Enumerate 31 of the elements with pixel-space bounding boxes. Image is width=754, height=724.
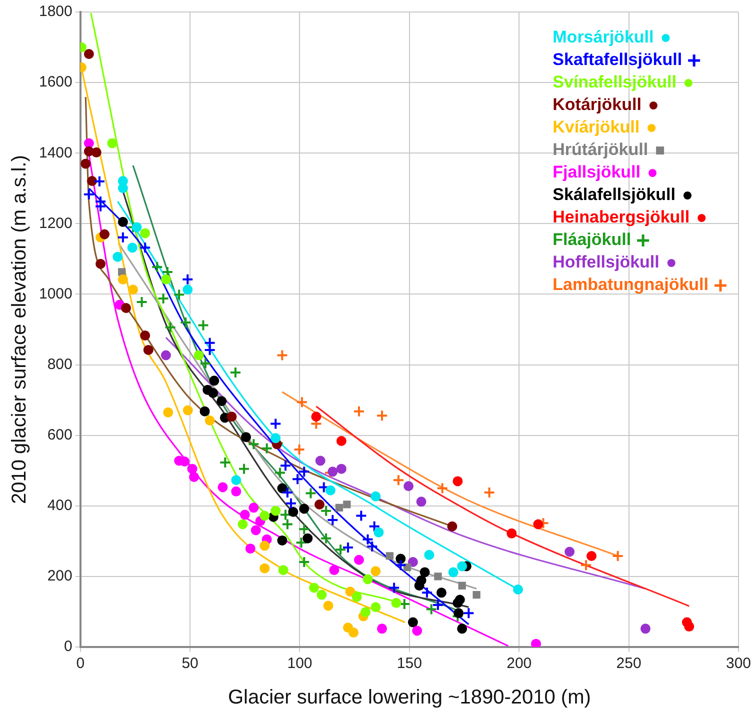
x-tick-label: 0 xyxy=(76,655,85,672)
legend-label: Skálafellsjökull xyxy=(552,185,676,204)
y-tick-label: 200 xyxy=(47,568,72,585)
legend-label: Lambatungnajökull xyxy=(552,275,708,294)
legend-label: Heinabergsjökull xyxy=(552,208,690,227)
x-tick-label: 300 xyxy=(726,655,751,672)
legend-label: Kvíárjökull xyxy=(552,118,640,137)
y-tick-label: 0 xyxy=(64,638,72,656)
x-tick-label: 150 xyxy=(396,655,422,672)
legend-label: Hrútárjökull xyxy=(552,140,648,160)
y-tick-label: 400 xyxy=(47,497,72,514)
legend-label: Fjallsjökull xyxy=(552,162,641,182)
y-tick-label: 800 xyxy=(47,356,72,373)
legend-label: Morsárjökull xyxy=(552,28,654,47)
x-tick-label: 50 xyxy=(182,655,198,672)
y-tick-label: 1000 xyxy=(38,285,72,302)
x-axis-title: Glacier surface lowering ~1890-2010 (m) xyxy=(228,686,591,709)
legend-label: Kotárjökull xyxy=(552,95,642,114)
legend-label: Hoffellsjökull xyxy=(552,252,660,272)
legend-label: Svínafellsjökull xyxy=(552,72,676,92)
x-tick-label: 250 xyxy=(616,655,642,672)
x-tick-label: 200 xyxy=(506,655,532,672)
y-tick-label: 1600 xyxy=(38,74,72,91)
y-tick-label: 600 xyxy=(47,426,72,444)
legend-label: Skaftafellsjökull xyxy=(552,50,682,70)
y-tick-label: 1800 xyxy=(38,3,72,20)
legend-label: Fláajökull xyxy=(552,230,632,250)
x-tick-label: 100 xyxy=(287,655,312,672)
y-tick-label: 1200 xyxy=(38,214,72,232)
y-tick-label: 1400 xyxy=(38,144,72,162)
y-axis-title: 2010 glacier surface elevation (m a.s.l.) xyxy=(8,154,31,504)
